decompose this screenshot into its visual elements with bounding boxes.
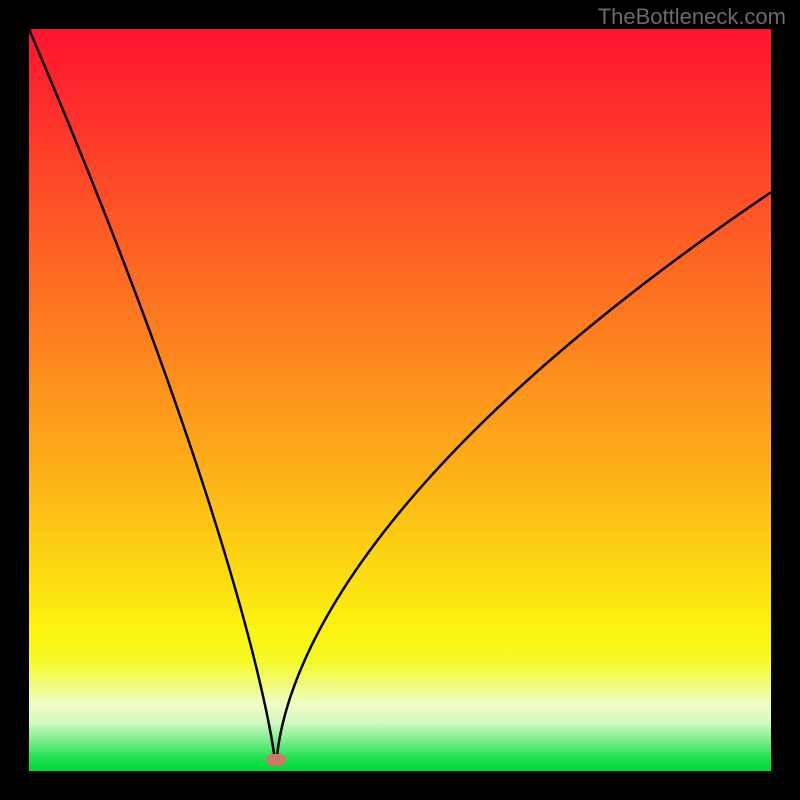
- trough-marker: [266, 754, 286, 766]
- chart-gradient-background: [29, 29, 771, 771]
- chart-container: TheBottleneck.com: [0, 0, 800, 800]
- bottleneck-chart: [0, 0, 800, 800]
- watermark-text: TheBottleneck.com: [598, 4, 786, 30]
